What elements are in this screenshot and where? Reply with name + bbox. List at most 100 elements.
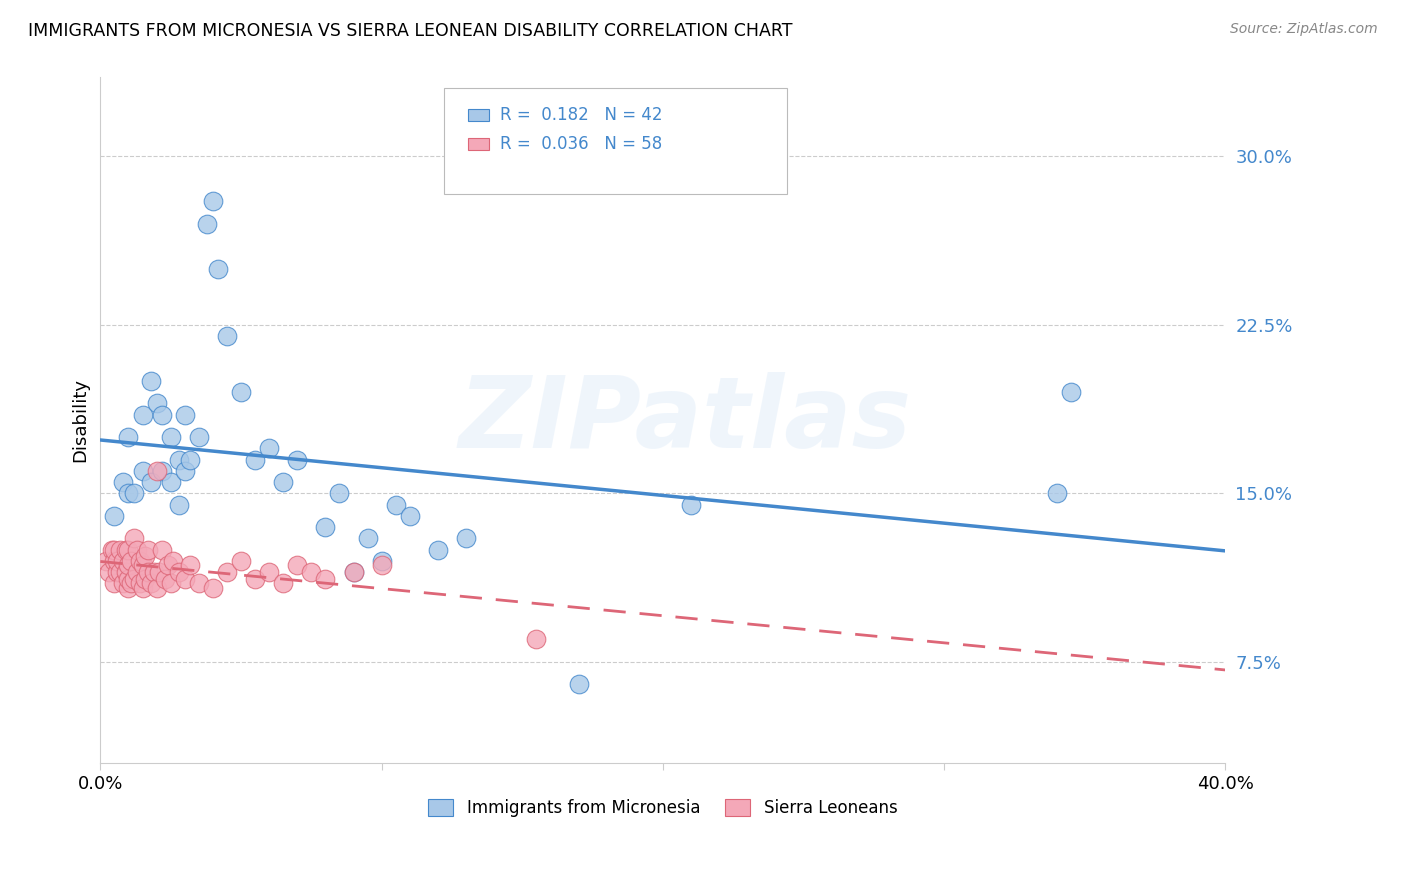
Point <box>201 581 224 595</box>
Point <box>1046 486 1069 500</box>
Point <box>139 374 162 388</box>
Point <box>114 565 136 579</box>
Point <box>567 677 589 691</box>
Point <box>229 554 252 568</box>
Point <box>426 542 449 557</box>
Point <box>215 565 238 579</box>
Point <box>125 565 148 579</box>
Point <box>150 464 173 478</box>
Point <box>173 572 195 586</box>
Point <box>179 452 201 467</box>
Point <box>136 542 159 557</box>
Legend: Immigrants from Micronesia, Sierra Leoneans: Immigrants from Micronesia, Sierra Leone… <box>422 792 904 823</box>
Point <box>243 452 266 467</box>
Point <box>117 486 139 500</box>
Point <box>128 576 150 591</box>
Point <box>370 554 392 568</box>
Point <box>167 565 190 579</box>
Point <box>105 554 128 568</box>
Point <box>105 565 128 579</box>
Point <box>103 576 125 591</box>
Bar <box>468 109 488 121</box>
Point <box>328 486 350 500</box>
Point <box>125 542 148 557</box>
Point <box>314 572 336 586</box>
Point <box>134 572 156 586</box>
Point <box>117 558 139 573</box>
Point <box>114 542 136 557</box>
Point <box>398 508 420 523</box>
Point <box>120 554 142 568</box>
Point <box>187 430 209 444</box>
Point <box>108 565 131 579</box>
Point <box>111 576 134 591</box>
Point <box>128 554 150 568</box>
Point <box>167 452 190 467</box>
Point <box>201 194 224 208</box>
Point <box>285 452 308 467</box>
Point <box>120 576 142 591</box>
Point <box>257 565 280 579</box>
Point <box>117 581 139 595</box>
Point <box>103 508 125 523</box>
Point <box>122 486 145 500</box>
Text: IMMIGRANTS FROM MICRONESIA VS SIERRA LEONEAN DISABILITY CORRELATION CHART: IMMIGRANTS FROM MICRONESIA VS SIERRA LEO… <box>28 22 793 40</box>
Point <box>145 396 167 410</box>
Point <box>134 549 156 564</box>
Point <box>229 385 252 400</box>
Point <box>108 542 131 557</box>
Point <box>150 408 173 422</box>
Point <box>131 558 153 573</box>
Point <box>103 542 125 557</box>
Point <box>524 632 547 647</box>
Point <box>679 498 702 512</box>
Bar <box>468 137 488 150</box>
Text: R =  0.036   N = 58: R = 0.036 N = 58 <box>499 135 662 153</box>
Point <box>179 558 201 573</box>
Point <box>145 581 167 595</box>
Point <box>299 565 322 579</box>
Point <box>100 542 122 557</box>
Point <box>139 475 162 489</box>
Point <box>384 498 406 512</box>
Y-axis label: Disability: Disability <box>72 378 89 462</box>
Point <box>131 464 153 478</box>
Point <box>145 464 167 478</box>
Point <box>257 442 280 456</box>
Point <box>117 572 139 586</box>
Point <box>131 581 153 595</box>
Point <box>454 531 477 545</box>
Point <box>122 531 145 545</box>
Point <box>342 565 364 579</box>
Point <box>97 565 120 579</box>
Point <box>94 554 117 568</box>
Point <box>370 558 392 573</box>
Point <box>136 565 159 579</box>
Point <box>122 572 145 586</box>
Text: Source: ZipAtlas.com: Source: ZipAtlas.com <box>1230 22 1378 37</box>
Point <box>156 558 179 573</box>
Point <box>148 565 170 579</box>
Point <box>153 572 176 586</box>
Point <box>271 475 294 489</box>
Point <box>215 329 238 343</box>
Point <box>103 554 125 568</box>
Point <box>117 542 139 557</box>
Point <box>173 408 195 422</box>
Point <box>111 554 134 568</box>
Point <box>131 408 153 422</box>
Point <box>173 464 195 478</box>
FancyBboxPatch shape <box>443 87 787 194</box>
Point <box>1060 385 1083 400</box>
Point <box>207 261 229 276</box>
Point <box>139 576 162 591</box>
Point <box>356 531 378 545</box>
Point <box>271 576 294 591</box>
Point <box>167 498 190 512</box>
Point <box>243 572 266 586</box>
Text: R =  0.182   N = 42: R = 0.182 N = 42 <box>499 106 662 124</box>
Point <box>159 430 181 444</box>
Text: ZIPatlas: ZIPatlas <box>458 372 912 469</box>
Point <box>117 430 139 444</box>
Point <box>187 576 209 591</box>
